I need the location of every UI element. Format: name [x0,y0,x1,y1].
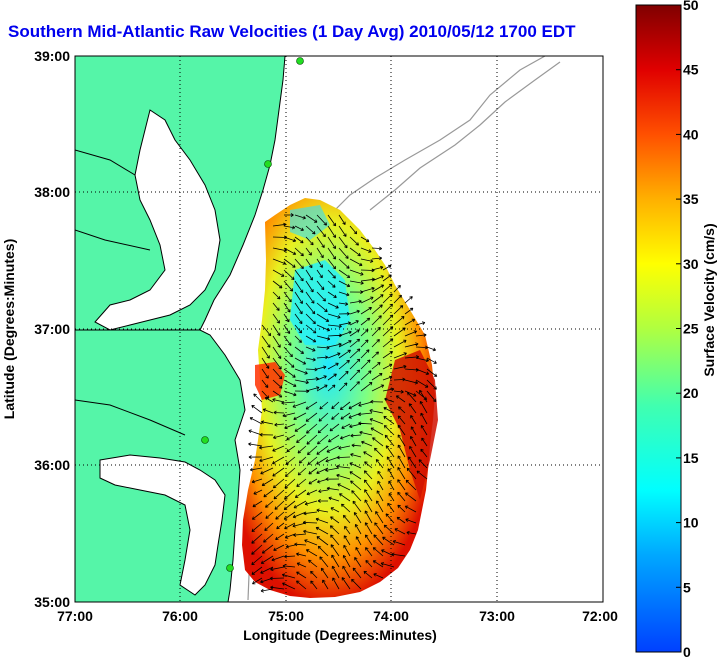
velocity-field [242,198,435,598]
x-tick-label: 73:00 [479,608,515,624]
velocity-arrow-set [248,213,438,593]
colorbar-scale [635,4,682,653]
x-tick-label: 75:00 [268,608,304,624]
y-tick-label: 37:00 [34,321,70,337]
colorbar-label: Surface Velocity (cm/s) [701,223,717,376]
colorbar: 0 5 10 15 20 25 30 35 40 45 50 Surface Velocity (c… [635,0,717,659]
y-tick-label: 38:00 [34,184,70,200]
colorbar-tick-label: 20 [683,385,699,401]
x-tick-label: 77:00 [57,608,93,624]
colorbar-tick-label: 5 [683,579,691,595]
station-marker [201,436,209,444]
colorbar-tick-label: 50 [683,0,699,13]
colorbar-tick-label: 45 [683,62,699,78]
y-tick-label: 39:00 [34,48,70,64]
grid-lines [75,56,603,602]
colorbar-tick-label: 15 [683,450,699,466]
land [75,56,286,602]
x-axis: 77:00 76:00 75:00 74:00 73:00 72:00 Long… [57,608,618,643]
y-axis: 39:00 38:00 37:00 36:00 35:00 Latitude (… [1,48,70,610]
plot-frame [74,55,604,603]
y-axis-label: Latitude (Degrees:Minutes) [1,239,17,419]
velocity-arrows [248,213,438,593]
colorbar-tick-label: 10 [683,515,699,531]
x-tick-label: 72:00 [582,608,618,624]
hf-radar-stations [201,57,304,572]
map-title: Southern Mid-Atlantic Raw Velocities (1 … [8,22,576,41]
colorbar-tick-label: 40 [683,126,699,142]
station-marker [264,160,272,168]
x-axis-label: Longitude (Degrees:Minutes) [243,627,437,643]
y-tick-label: 35:00 [34,594,70,610]
colorbar-tick-label: 0 [683,644,691,659]
colorbar-tick-label: 35 [683,191,699,207]
y-tick-label: 36:00 [34,457,70,473]
colorbar-tick-label: 25 [683,321,699,337]
x-tick-label: 74:00 [373,608,409,624]
station-marker [226,564,234,572]
x-tick-label: 76:00 [162,608,198,624]
station-marker [296,57,304,65]
colorbar-tick-label: 30 [683,256,699,272]
